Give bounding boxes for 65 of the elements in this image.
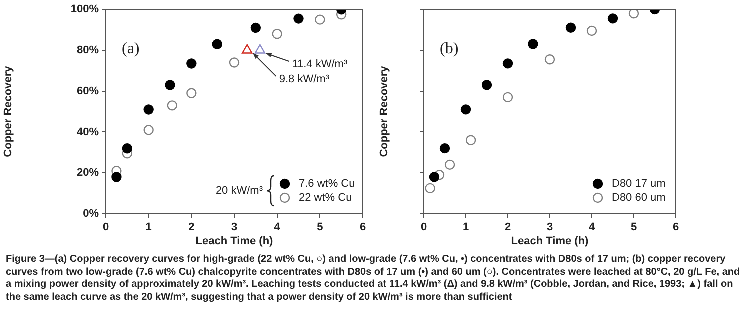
y-tick-label: 80% — [76, 44, 100, 57]
x-tick-label: 6 — [360, 222, 366, 234]
point — [528, 39, 538, 50]
point — [502, 58, 514, 69]
y-axis-title: Copper Recovery — [2, 65, 15, 158]
x-tick-label: 6 — [672, 222, 680, 234]
y-tick-label: 0% — [83, 208, 100, 220]
x-tick-label: 1 — [462, 222, 470, 234]
caption: Figure 3—(a) Copper recovery curves for high-grade (22 wt% Cu, ○) and low-grade (7.6 wt% Cu, •) concentrates with D80s of 17 um; (b) copper recovery curves from two low-grade (7.6 wt% Cu) chalcopyrite concentrates with D80s of 17 um (•) and 60 um (○). Concentrates were leached at 80°C, 20 g/L Fe, and a mixing power density of approximately 20 kW/m³. Leaching tests conducted at 11.4 kW/m³ (Δ) and 9.8 kW/m³ (Cobble, Jordan, and Rice, 1993; ▲) fall on the same leach curve as the 20 kW/m³, suggesting that a power density of 20 kW/m³ is more than sufficient — [6, 254, 742, 304]
x-axis-title: Leach Time (h) — [196, 235, 274, 248]
point — [502, 92, 514, 103]
x-tick-label: 2 — [188, 222, 195, 234]
annotation: 9.8 kW/m³ — [279, 74, 330, 86]
x-tick-label: 5 — [630, 222, 638, 234]
point — [272, 29, 282, 40]
point — [242, 44, 253, 54]
x-axis-title: Leach Time (h) — [511, 235, 590, 248]
x-tick-label: 0 — [420, 222, 428, 234]
y-tick-label: 40% — [76, 126, 100, 138]
point — [482, 80, 492, 90]
point — [186, 58, 197, 69]
point — [186, 88, 197, 99]
point — [608, 14, 618, 24]
y-tick-label: 60% — [76, 85, 100, 98]
point — [250, 22, 262, 34]
point — [444, 160, 456, 170]
point — [144, 104, 154, 115]
point — [144, 125, 154, 136]
x-tick-label: 0 — [102, 222, 110, 234]
x-tick-label: 4 — [588, 222, 596, 234]
point — [460, 104, 472, 115]
text: (b) — [440, 40, 459, 58]
y-tick-label: 100% — [70, 4, 100, 16]
point — [212, 39, 222, 50]
point — [112, 172, 122, 182]
x-tick-label: 4 — [274, 222, 282, 234]
point — [586, 26, 598, 36]
y-tick-label: 20% — [76, 167, 100, 180]
text: (a) — [122, 40, 140, 58]
legend-label: D80 17 um — [612, 178, 666, 190]
point — [165, 80, 176, 90]
y-axis-title: Copper Recovery — [378, 65, 391, 158]
x-tick-label: 1 — [146, 222, 152, 234]
point — [566, 22, 576, 34]
point — [229, 58, 240, 68]
point — [466, 135, 476, 146]
point — [628, 10, 640, 19]
x-tick-label: 5 — [317, 222, 324, 234]
legend-label: 7.6 wt% Cu — [299, 178, 356, 190]
point — [315, 14, 326, 25]
point — [167, 100, 178, 111]
point — [254, 44, 266, 54]
x-tick-label: 2 — [504, 222, 512, 234]
point — [294, 14, 304, 24]
point — [429, 172, 440, 182]
legend-label: 22 wt% Cu — [299, 192, 352, 204]
legend-title: 20 kW/m³ — [216, 185, 264, 198]
point — [544, 54, 556, 65]
x-tick-label: 3 — [546, 222, 554, 234]
point — [440, 143, 450, 154]
legend-label: D80 60 um — [612, 192, 666, 204]
x-tick-label: 3 — [231, 222, 238, 234]
point — [425, 183, 436, 194]
annotation: 11.4 kW/m³ — [292, 58, 348, 71]
point — [122, 143, 133, 154]
